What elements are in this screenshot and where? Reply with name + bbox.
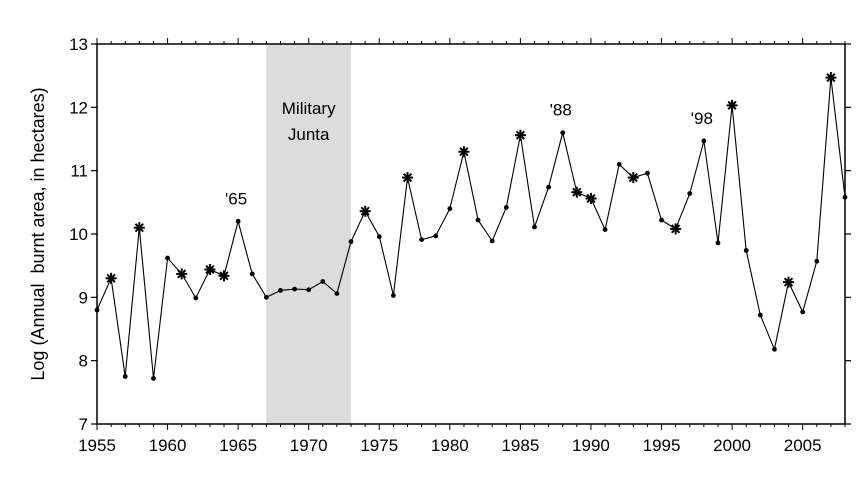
data-point [560, 130, 566, 136]
data-point [800, 309, 806, 315]
data-point [602, 227, 608, 232]
annotation-label: '88 [550, 101, 572, 120]
x-tick-label: 1990 [572, 436, 610, 455]
data-point [489, 238, 495, 244]
x-tick-label: 1985 [501, 436, 539, 455]
data-point [757, 312, 763, 318]
data-point [320, 279, 326, 284]
star-marker [105, 272, 117, 284]
data-point [419, 237, 425, 243]
data-point [278, 287, 283, 293]
data-point [306, 287, 312, 293]
data-point [249, 271, 255, 277]
star-marker [627, 172, 639, 184]
data-point [842, 194, 848, 200]
y-axis-title: Log (Annual burnt area, in hectares) [28, 87, 48, 380]
data-point [645, 170, 650, 176]
annotation-layer: '65 '88 '98 [225, 101, 713, 209]
series-line [96, 77, 846, 379]
x-tick-label: 1975 [360, 436, 398, 455]
annotation-label: '98 [691, 109, 713, 128]
data-point [263, 294, 269, 300]
data-point [715, 240, 721, 246]
star-marker [670, 223, 682, 235]
data-point [151, 376, 156, 381]
star-marker [726, 99, 738, 111]
star-marker [585, 193, 597, 204]
star-marker [218, 270, 230, 282]
data-point [814, 258, 820, 264]
star-marker [571, 186, 583, 198]
data-point [447, 206, 453, 212]
x-tick-label: 2000 [713, 436, 751, 455]
data-point [687, 191, 693, 196]
annotation-label: '65 [225, 189, 247, 208]
y-tick-label: 8 [79, 352, 88, 371]
star-marker [402, 172, 413, 184]
shaded-region: Military Junta [266, 44, 352, 424]
data-point [475, 217, 481, 223]
data-point [546, 184, 552, 190]
data-point [503, 205, 509, 210]
y-tick-label: 10 [69, 225, 88, 244]
data-point [616, 161, 622, 167]
junta-shaded-band [266, 44, 352, 424]
y-tick-label: 13 [69, 35, 88, 54]
star-marker [204, 264, 216, 275]
y-tick-label: 9 [79, 288, 88, 307]
x-tick-label: 1960 [149, 436, 187, 455]
x-tick-label: 1955 [78, 436, 116, 455]
data-point [292, 286, 297, 292]
junta-label-line-2: Junta [288, 125, 330, 144]
x-tick-label: 2005 [784, 436, 822, 455]
data-point [532, 224, 537, 230]
data-point [193, 295, 199, 301]
data-point [376, 234, 382, 239]
data-point [235, 218, 241, 224]
y-tick-label: 7 [79, 415, 88, 434]
data-point [390, 293, 396, 298]
x-tick-label: 1970 [290, 436, 328, 455]
x-tick-label: 1965 [219, 436, 257, 455]
star-marker [176, 268, 188, 280]
data-point [334, 291, 340, 296]
data-point [701, 138, 707, 144]
junta-label-line-1: Military [282, 99, 336, 118]
data-point [659, 217, 664, 223]
star-marker [783, 276, 794, 288]
star-marker [514, 129, 526, 141]
star-marker [133, 222, 145, 234]
data-point [122, 374, 128, 379]
data-point [94, 307, 100, 313]
star-marker [458, 146, 470, 158]
star-marker [359, 205, 371, 217]
data-point [743, 248, 749, 253]
y-tick-label: 12 [69, 98, 88, 117]
y-tick-label: 11 [70, 162, 88, 181]
x-tick-label: 1980 [431, 436, 469, 455]
axes: 7 8 9 10 11 12 13 1955 1960 1965 1970 1975 1980 1985 1… [69, 35, 851, 455]
data-point [165, 255, 170, 261]
series-layer [94, 72, 848, 381]
data-point [433, 233, 439, 239]
data-point [348, 239, 354, 245]
data-point [772, 346, 777, 352]
x-tick-label: 1995 [643, 436, 681, 455]
star-marker [825, 72, 837, 84]
